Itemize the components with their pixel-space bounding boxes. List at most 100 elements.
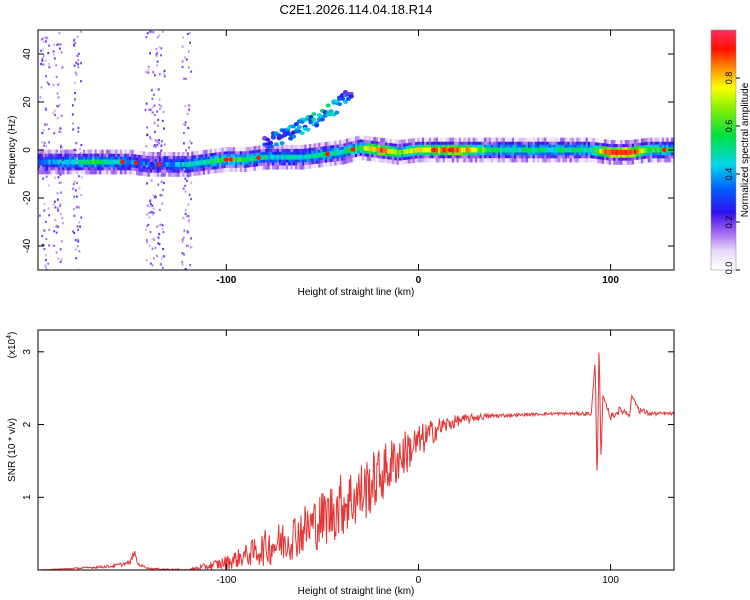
heatmap-noise-cell — [182, 187, 185, 190]
heatmap-cell — [537, 154, 540, 163]
heatmap-noise-cell — [44, 123, 46, 126]
heatmap-cell — [55, 159, 58, 165]
heatmap-cell — [80, 162, 84, 168]
heatmap-cell — [414, 147, 418, 153]
heatmap-noise-cell — [184, 267, 187, 270]
heatmap-cell — [205, 159, 208, 165]
heatmap-cell — [290, 151, 294, 157]
heatmap-cell — [253, 146, 257, 155]
heatmap-cell — [122, 156, 125, 162]
heatmap-cell — [248, 146, 252, 155]
heatmap-cell — [248, 156, 252, 162]
heatmap-cell — [186, 159, 190, 164]
heatmap-cell — [311, 143, 314, 152]
heatmap-cell — [325, 141, 328, 150]
heatmap-cell — [43, 159, 47, 165]
heatmap-cell — [322, 152, 326, 158]
heatmap-cell — [202, 149, 206, 158]
heatmap-noise-cell — [52, 50, 55, 53]
heatmap-noise-cell — [189, 246, 192, 249]
heatmap-cell — [562, 137, 566, 146]
heatmap-noise-cell — [154, 139, 157, 142]
heatmap-cell — [175, 162, 178, 167]
heatmap-noise-cell — [71, 113, 74, 116]
heatmap-cell — [654, 150, 658, 156]
heatmap-noise-cell — [163, 255, 166, 258]
heatmap-cell — [557, 150, 561, 156]
heatmap-cell — [177, 162, 181, 167]
heatmap-cell — [408, 151, 411, 157]
heatmap-cell — [115, 159, 118, 165]
heatmap-cell — [253, 158, 257, 164]
heatmap-cell — [338, 150, 342, 155]
heatmap-cell — [546, 147, 549, 153]
heatmap-cell — [352, 144, 356, 149]
heatmap-cell — [470, 137, 473, 146]
heatmap-noise-cell — [73, 208, 75, 211]
heatmap-cell — [361, 152, 365, 161]
heatmap-cell — [488, 147, 492, 153]
heatmap-cell — [509, 147, 513, 153]
heatmap-cell — [271, 161, 275, 170]
heatmap-noise-cell — [57, 176, 60, 179]
heatmap-cell — [228, 154, 231, 160]
heatmap-cell — [371, 149, 374, 155]
heatmap-cell — [509, 150, 513, 156]
heatmap-noise-cell — [80, 176, 83, 179]
heatmap-cell — [258, 158, 261, 164]
heatmap-cell — [414, 145, 418, 150]
heatmap-cell — [401, 139, 404, 148]
heatmap-cell — [437, 150, 441, 156]
heatmap-noise-cell — [46, 123, 49, 126]
heatmap-cell — [52, 159, 56, 165]
heatmap-cell — [242, 147, 245, 156]
heatmap-cell — [175, 168, 178, 177]
heatmap-cell — [149, 152, 153, 160]
heatmap-cell — [571, 144, 575, 150]
heatmap-cell — [283, 144, 287, 153]
heatmap-noise-cell — [187, 244, 190, 247]
heatmap-noise-cell — [45, 220, 47, 224]
snr-series-line — [38, 352, 674, 570]
heatmap-noise-cell — [158, 34, 161, 37]
heatmap-noise-cell — [75, 73, 78, 76]
heatmap-cell — [186, 168, 190, 177]
heatmap-cell — [617, 152, 621, 158]
colorbar-label: Normalized spectral amplitude — [740, 82, 750, 217]
heatmap-cell — [486, 150, 490, 156]
heatmap-cell — [119, 156, 123, 162]
heatmap-cell — [71, 159, 74, 165]
heatmap-noise-cell — [42, 156, 45, 159]
heatmap-noise-cell — [41, 48, 44, 51]
heatmap-cell — [643, 151, 646, 156]
heatmap-noise-cell — [183, 56, 186, 59]
heatmap-cell — [521, 154, 524, 163]
heatmap-cell — [110, 159, 114, 165]
heatmap-cell — [297, 157, 300, 163]
heatmap-noise-cell — [55, 75, 58, 79]
heatmap-cell — [78, 159, 81, 165]
heatmap-cell — [504, 147, 508, 153]
chart-title: C2E1.2026.114.04.18.R14 — [280, 2, 433, 17]
heatmap-cell — [230, 160, 234, 165]
heatmap-cell — [527, 150, 531, 156]
heatmap-noise-cell — [161, 227, 164, 231]
heatmap-noise-cell — [163, 143, 166, 146]
heatmap-cell — [447, 154, 450, 163]
heatmap-cell — [357, 142, 360, 148]
heatmap-cell — [232, 160, 236, 165]
heatmap-cell — [343, 146, 347, 152]
heatmap-noise-cell — [160, 144, 163, 147]
heatmap-cell — [663, 137, 667, 146]
heatmap-cell — [497, 150, 501, 156]
heatmap-branch-cell — [340, 96, 346, 101]
heatmap-cell — [41, 159, 45, 165]
heatmap-cell — [343, 156, 347, 165]
heatmap-cell — [590, 154, 593, 163]
heatmap-cell — [604, 152, 607, 158]
heatmap-cell — [546, 154, 549, 163]
heatmap-cell — [283, 154, 287, 160]
heatmap-noise-cell — [39, 168, 41, 171]
heatmap-cell — [488, 144, 492, 150]
heatmap-cell — [138, 157, 141, 163]
